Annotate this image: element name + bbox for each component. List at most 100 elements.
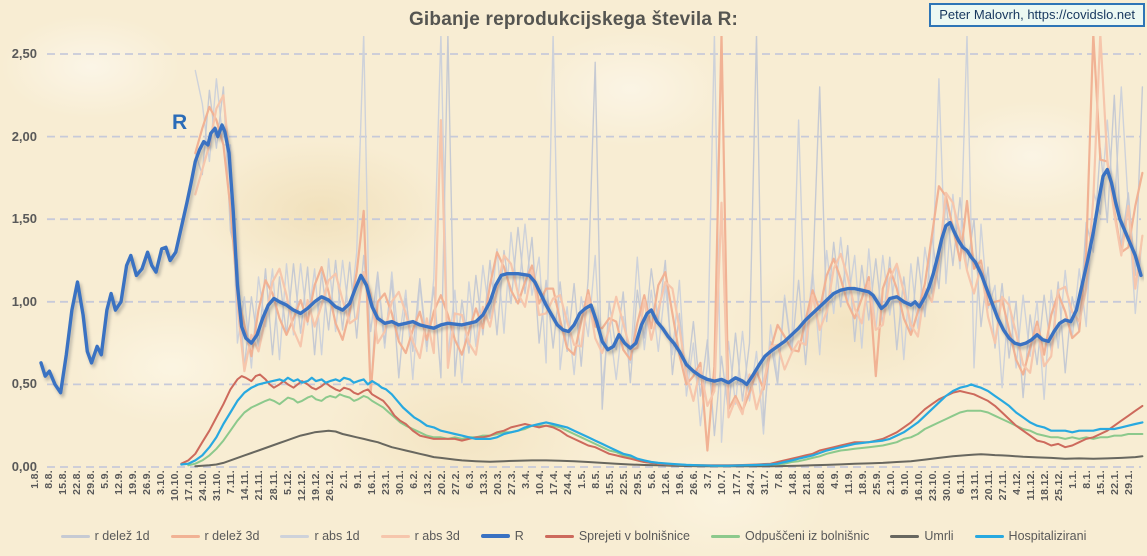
- x-tick-label: 19.9.: [127, 470, 140, 495]
- legend-item-r delež 1d[interactable]: r delež 1d: [60, 529, 150, 543]
- x-tick-label: 17.4.: [548, 470, 561, 495]
- series-line-Hospitalizirani: [180, 376, 1144, 467]
- legend-item-Odpuščeni iz bolnišnic[interactable]: Odpuščeni iz bolnišnic: [711, 529, 869, 543]
- x-tick-label: 3.10.: [155, 470, 168, 495]
- x-tick-label: 16.1.: [365, 470, 378, 495]
- attribution-text: Peter Malovrh, https://covidslo.net: [939, 7, 1135, 22]
- x-tick-label: 17.7.: [730, 470, 743, 495]
- r-line-annotation: R: [172, 111, 188, 134]
- series-line-R: [39, 123, 1143, 395]
- gridlines: [47, 53, 1141, 468]
- x-tick-label: 6.2.: [407, 470, 420, 489]
- x-tick-label: 17.10.: [183, 470, 196, 501]
- x-tick-label: 5.6.: [646, 470, 659, 489]
- legend-label: Hospitalizirani: [1008, 529, 1087, 543]
- legend-swatch-icon: [974, 534, 1004, 538]
- x-tick-label: 22.1.: [1109, 470, 1122, 495]
- legend-item-Hospitalizirani[interactable]: Hospitalizirani: [974, 529, 1087, 543]
- x-tick-label: 28.11.: [267, 470, 280, 501]
- x-tick-label: 10.7.: [716, 470, 729, 495]
- legend-label: r delež 1d: [94, 529, 150, 543]
- x-tick-label: 31.7.: [758, 470, 771, 495]
- legend-item-r abs 3d[interactable]: r abs 3d: [380, 529, 460, 543]
- series-line-r delež 3d: [194, 36, 1144, 452]
- series-line-r delež 1d: [194, 36, 1144, 437]
- x-tick-label: 14.11.: [239, 470, 252, 501]
- x-tick-label: 7.11.: [225, 470, 238, 495]
- x-tick-label: 9.1.: [351, 470, 364, 489]
- y-tick-label: 1,00: [11, 293, 37, 309]
- x-tick-label: 30.10.: [940, 470, 953, 501]
- x-tick-label: 3.7.: [702, 470, 715, 489]
- x-tick-label: 8.8.: [43, 470, 56, 489]
- legend-label: r abs 1d: [314, 529, 360, 543]
- x-tick-label: 29.1.: [1123, 470, 1136, 495]
- x-tick-label: 20.2.: [435, 470, 448, 495]
- x-tick-label: 27.11.: [997, 470, 1010, 501]
- y-tick-label: 1,50: [11, 211, 37, 227]
- legend-item-Sprejeti v bolnišnice[interactable]: Sprejeti v bolnišnice: [544, 529, 690, 543]
- legend-item-r delež 3d[interactable]: r delež 3d: [170, 529, 260, 543]
- x-tick-label: 21.11.: [253, 470, 266, 501]
- x-tick-label: 30.1.: [393, 470, 406, 495]
- x-tick-label: 24.10.: [197, 470, 210, 501]
- x-tick-label: 10.10.: [169, 470, 182, 501]
- x-tick-label: 25.9.: [870, 470, 883, 495]
- legend-item-Umrli[interactable]: Umrli: [890, 529, 954, 543]
- legend-label: Sprejeti v bolnišnice: [578, 529, 690, 543]
- y-tick-label: 2,00: [11, 128, 37, 144]
- x-tick-label: 12.12.: [295, 470, 308, 501]
- y-tick-label: 0,00: [11, 459, 37, 474]
- x-tick-label: 8.5.: [590, 470, 603, 489]
- x-tick-label: 13.3.: [477, 470, 490, 495]
- x-tick-label: 10.4.: [534, 470, 547, 495]
- x-tick-label: 12.6.: [660, 470, 673, 495]
- legend-label: R: [514, 529, 524, 543]
- x-tick-label: 15.1.: [1095, 470, 1108, 495]
- x-tick-label: 20.3.: [491, 470, 504, 495]
- chart-legend: r delež 1d r delež 3d r abs 1d r abs 3d R Spr…: [0, 529, 1147, 543]
- x-tick-label: 4.12.: [1011, 470, 1024, 495]
- legend-swatch-icon: [544, 534, 574, 538]
- x-tick-label: 24.4.: [562, 470, 575, 495]
- legend-label: r delež 3d: [204, 529, 260, 543]
- x-tick-label: 14.8.: [786, 470, 799, 495]
- page-title: Gibanje reprodukcijskega števila R:: [408, 9, 739, 30]
- x-tick-label: 23.10.: [926, 470, 939, 501]
- x-tick-label: 22.8.: [71, 470, 84, 495]
- x-tick-label: 12.9.: [113, 470, 126, 495]
- legend-label: Umrli: [924, 529, 954, 543]
- x-tick-label: 5.9.: [99, 470, 112, 489]
- y-tick-label: 2,50: [11, 46, 37, 61]
- series-lines: [39, 36, 1144, 468]
- x-tick-label: 7.8.: [772, 470, 785, 489]
- x-tick-label: 18.12.: [1039, 470, 1052, 501]
- x-tick-label: 1.5.: [576, 470, 589, 489]
- series-line-Umrli: [194, 429, 1144, 468]
- legend-label: r abs 3d: [414, 529, 460, 543]
- x-tick-label: 6.11.: [954, 470, 967, 495]
- x-tick-label: 26.6.: [688, 470, 701, 495]
- x-tick-label: 29.8.: [85, 470, 98, 495]
- x-tick-label: 24.7.: [744, 470, 757, 495]
- x-tick-label: 13.2.: [421, 470, 434, 495]
- x-tick-label: 15.8.: [57, 470, 70, 495]
- legend-swatch-icon: [480, 534, 510, 538]
- x-tick-label: 2.1.: [337, 470, 350, 489]
- x-tick-label: 27.2.: [449, 470, 462, 495]
- legend-item-R[interactable]: R: [480, 529, 524, 543]
- x-tick-label: 3.4.: [520, 470, 533, 489]
- x-tick-label: 28.8.: [814, 470, 827, 495]
- x-tick-label: 31.10.: [211, 470, 224, 501]
- x-tick-label: 26.9.: [141, 470, 154, 495]
- x-tick-label: 15.5.: [604, 470, 617, 495]
- legend-item-r abs 1d[interactable]: r abs 1d: [280, 529, 360, 543]
- x-tick-label: 8.1.: [1081, 470, 1094, 489]
- x-tick-label: 25.12.: [1053, 470, 1066, 501]
- x-tick-label: 23.1.: [379, 470, 392, 495]
- x-tick-label: 13.11.: [969, 470, 981, 501]
- x-tick-label: 19.12.: [309, 470, 322, 501]
- x-tick-label: 5.12.: [281, 470, 294, 495]
- x-tick-label: 19.6.: [674, 470, 687, 495]
